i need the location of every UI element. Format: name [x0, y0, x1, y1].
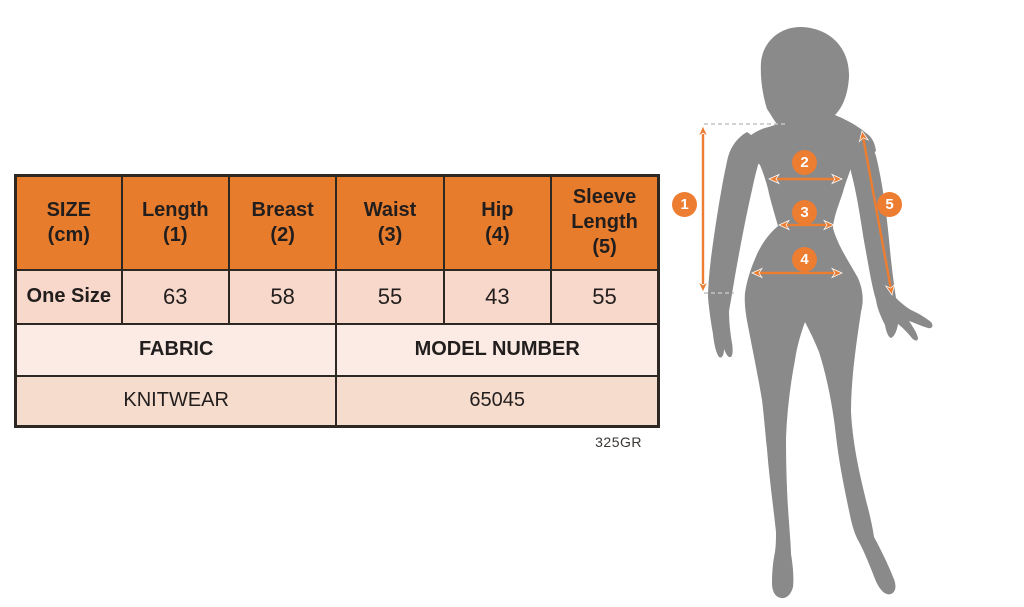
weight-note: 325GR	[595, 434, 642, 450]
breast-value-cell: 58	[227, 268, 338, 325]
meta-value-row: KNITWEAR 65045	[14, 374, 660, 428]
header-cell-waist: Waist (3)	[335, 174, 445, 271]
table-header-row: SIZE (cm) Length (1) Breast (2) Waist (3…	[14, 174, 660, 271]
header-cell-size: SIZE (cm)	[14, 174, 123, 271]
model-number-label-cell: MODEL NUMBER	[335, 322, 660, 377]
fabric-label-cell: FABRIC	[14, 322, 338, 377]
length-value-cell: 63	[120, 268, 230, 325]
header-cell-breast: Breast (2)	[227, 174, 338, 271]
right-arm-silhouette	[848, 127, 933, 341]
size-label-cell: One Size	[14, 268, 123, 325]
left-arm-silhouette	[708, 132, 762, 358]
length-arrow	[697, 125, 709, 293]
measure-badge-3: 3	[792, 200, 817, 225]
measure-badge-2: 2	[792, 150, 817, 175]
header-cell-length: Length (1)	[120, 174, 230, 271]
breast-arrow	[768, 173, 843, 185]
header-cell-sleeve-length: Sleeve Length (5)	[550, 174, 660, 271]
size-data-row: One Size 63 58 55 43 55	[14, 268, 660, 325]
size-chart-table: SIZE (cm) Length (1) Breast (2) Waist (3…	[14, 174, 660, 428]
header-cell-hip: Hip (4)	[442, 174, 553, 271]
measure-badge-5: 5	[877, 192, 902, 217]
body-silhouette	[742, 27, 896, 599]
measure-badge-1: 1	[672, 192, 697, 217]
model-number-value-cell: 65045	[335, 374, 660, 428]
measure-badge-4: 4	[792, 247, 817, 272]
fabric-value-cell: KNITWEAR	[14, 374, 338, 428]
waist-value-cell: 55	[335, 268, 445, 325]
meta-label-row: FABRIC MODEL NUMBER	[14, 322, 660, 377]
sleeve-value-cell: 55	[550, 268, 660, 325]
hip-value-cell: 43	[442, 268, 553, 325]
